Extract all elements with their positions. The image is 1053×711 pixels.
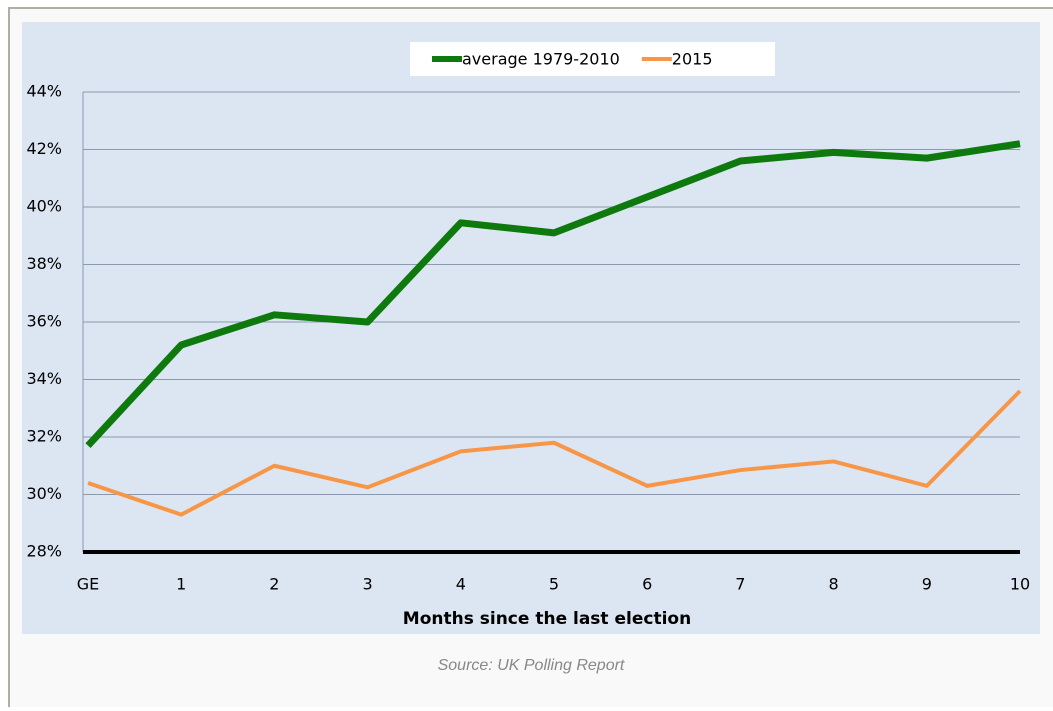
- chart-area: [22, 22, 1040, 634]
- y-tick-label: 38%: [26, 254, 62, 273]
- x-tick-label: 4: [456, 575, 466, 594]
- legend-box: [410, 42, 775, 76]
- x-tick-label: 5: [549, 575, 559, 594]
- x-tick-label: GE: [77, 575, 100, 594]
- y-tick-label: 32%: [26, 427, 62, 446]
- y-tick-label: 30%: [26, 484, 62, 503]
- caption: Source: UK Polling Report: [438, 657, 625, 674]
- y-tick-label: 36%: [26, 312, 62, 331]
- y-tick-label: 28%: [26, 542, 62, 561]
- y-tick-label: 42%: [26, 139, 62, 158]
- y-tick-label: 34%: [26, 369, 62, 388]
- plot: 28% 30% 32% 34% 36% 38% 40% 42% 44% GE 1 2 3 4 5 6 7 8 9 10…: [26, 42, 1030, 594]
- x-axis-title: Months since the last election: [403, 609, 691, 629]
- y-tick-label: 44%: [26, 82, 62, 101]
- series-line: [85, 140, 1021, 449]
- x-tick-label: 7: [735, 575, 745, 594]
- x-tick-label: 3: [363, 575, 373, 594]
- x-tick-label: 2: [269, 575, 279, 594]
- y-tick-label: 40%: [26, 197, 62, 216]
- legend-label: 2015: [672, 50, 713, 69]
- x-tick-label: 10: [1010, 575, 1030, 594]
- x-tick-label: 1: [176, 575, 186, 594]
- x-tick-label: 6: [642, 575, 652, 594]
- series-line: [87, 389, 1022, 517]
- x-tick-label: 9: [922, 575, 932, 594]
- legend-label: average 1979-2010: [462, 50, 620, 69]
- x-tick-label: 8: [829, 575, 839, 594]
- legend: average 1979-2010 2015: [410, 42, 775, 76]
